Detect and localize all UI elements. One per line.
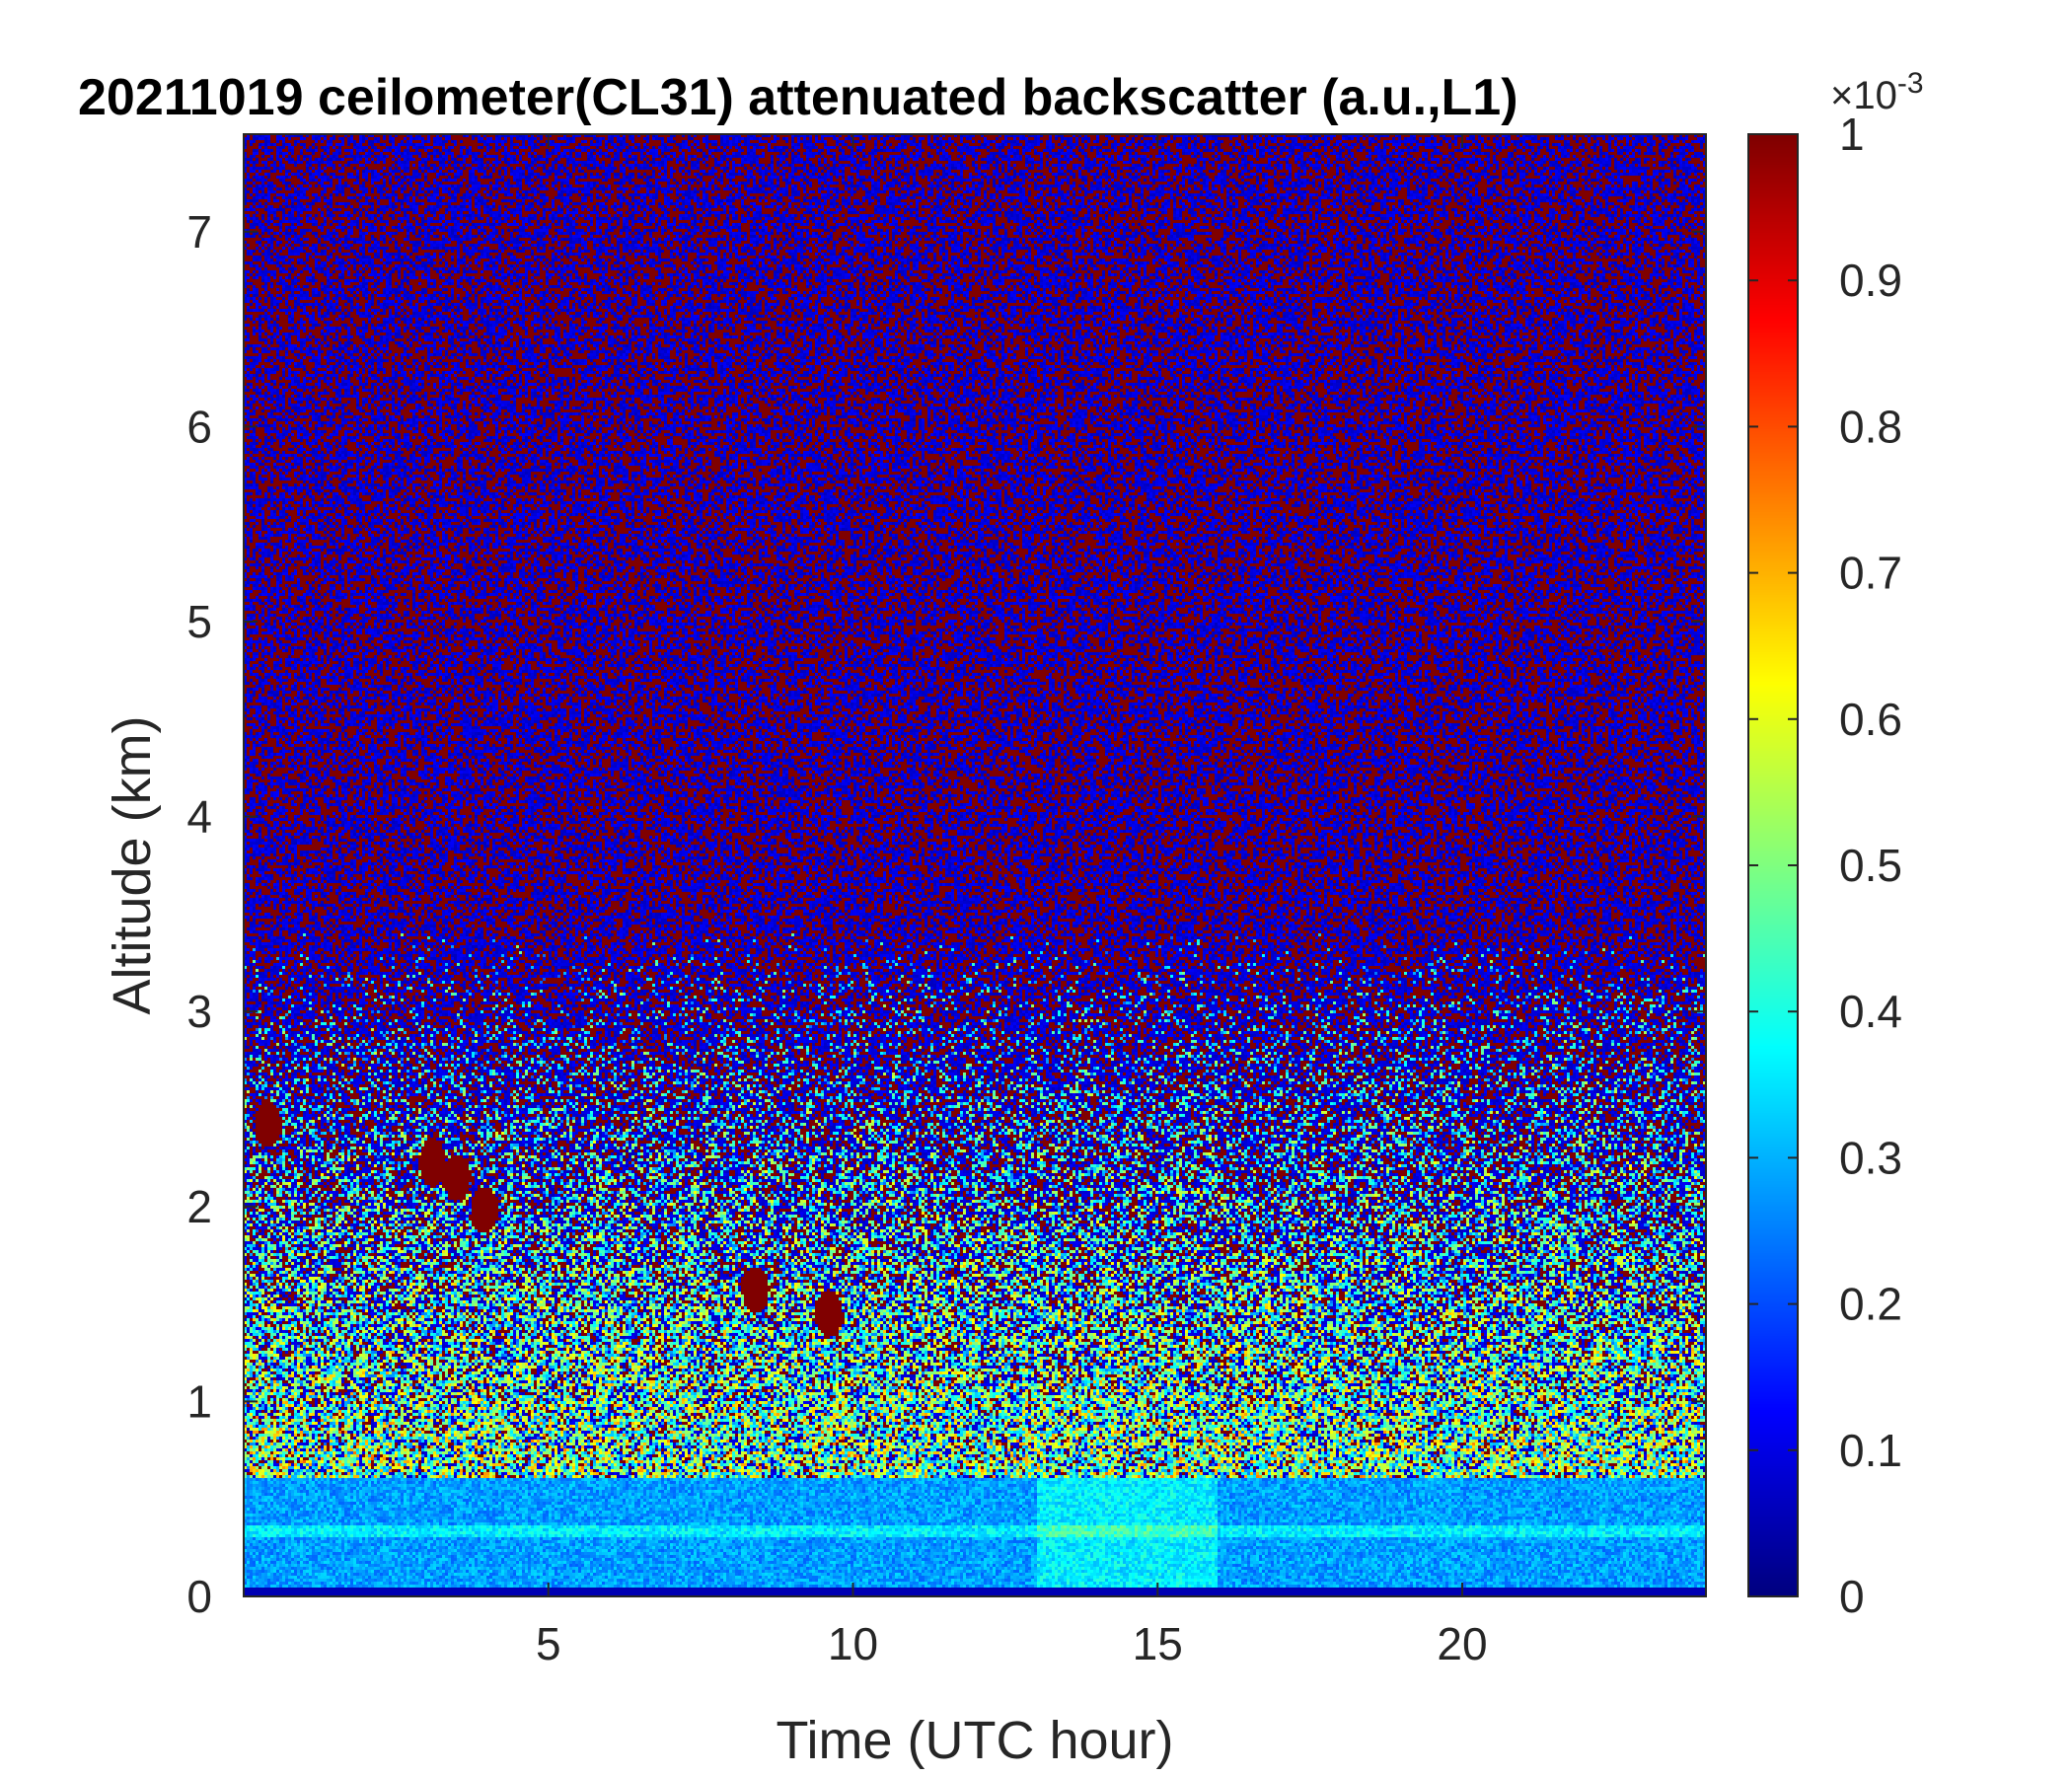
y-tick-label: 1 xyxy=(186,1375,212,1427)
colorbar-tick-label: 0.1 xyxy=(1839,1425,1902,1476)
colorbar-tick-label: 1 xyxy=(1839,109,1865,160)
y-tick-label: 0 xyxy=(186,1571,212,1622)
colorbar-tick-label: 0 xyxy=(1839,1571,1865,1622)
x-tick-label: 5 xyxy=(536,1618,561,1669)
y-axis-ticks: 0 1 2 3 4 5 6 7 xyxy=(186,206,1706,1622)
y-axis-label: Altitude (km) xyxy=(103,715,162,1014)
x-axis-label: Time (UTC hour) xyxy=(776,1711,1173,1770)
chart-title: 20211019 ceilometer(CL31) attenuated bac… xyxy=(78,69,1518,126)
colorbar-tick-label: 0.3 xyxy=(1839,1132,1902,1183)
y-tick-label: 7 xyxy=(186,206,212,258)
y-tick-label: 4 xyxy=(186,791,212,843)
x-axis-ticks: 5 10 15 20 xyxy=(536,134,1488,1669)
colorbar-tick-label: 0.2 xyxy=(1839,1279,1902,1330)
heatmap-image xyxy=(244,134,1706,1596)
colorbar-exponent: ×10-3 xyxy=(1830,67,1924,117)
plot-frame xyxy=(243,133,1707,1597)
colorbar-tick-label: 0.7 xyxy=(1839,548,1902,599)
y-tick-label: 3 xyxy=(186,986,212,1037)
colorbar-tick-label: 0.6 xyxy=(1839,694,1902,745)
colorbar-ticks: 0 0.1 0.2 0.3 0.4 0.5 0.6 0.7 0.8 0.9 1 xyxy=(1748,109,1902,1622)
colorbar-tick-label: 0.4 xyxy=(1839,986,1902,1037)
colorbar-tick-label: 0.9 xyxy=(1839,255,1902,306)
y-tick-label: 5 xyxy=(186,596,212,647)
x-tick-label: 15 xyxy=(1133,1618,1183,1669)
x-tick-label: 20 xyxy=(1437,1618,1487,1669)
y-tick-label: 6 xyxy=(186,401,212,452)
colorbar-tick-label: 0.5 xyxy=(1839,840,1902,891)
colorbar-tick-label: 0.8 xyxy=(1839,401,1902,452)
y-tick-label: 2 xyxy=(186,1181,212,1232)
x-tick-label: 10 xyxy=(828,1618,878,1669)
